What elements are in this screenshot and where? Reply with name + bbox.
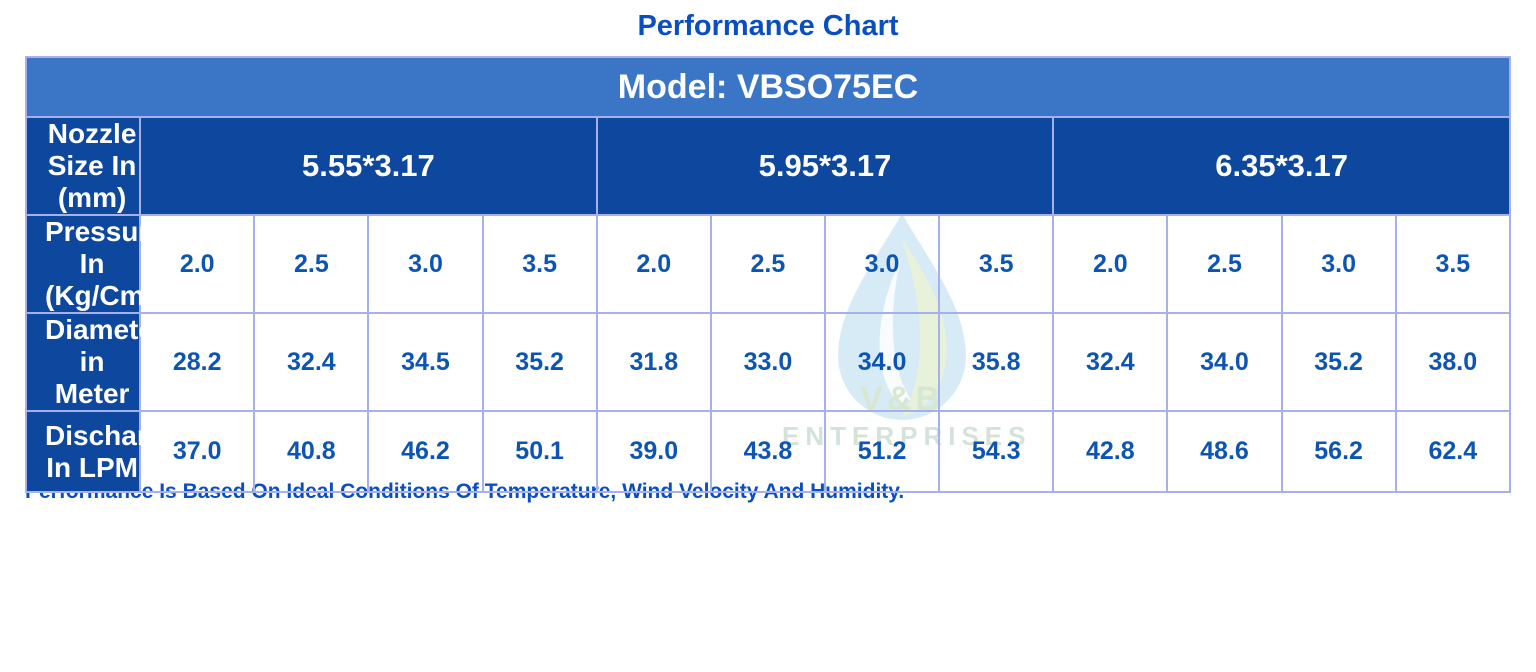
model-header-row: Model: VBSO75EC [25,56,1511,118]
page: Performance Chart V&B ENTERPRISES Model:… [0,10,1536,672]
diameter-cell: 34.0 [1166,312,1283,412]
pressure-cell: 3.0 [823,214,941,314]
discharge-cell: 51.2 [823,410,941,493]
pressure-cell: 3.0 [1280,214,1397,314]
diameter-cell: 32.4 [253,312,370,412]
row-label-diameter: Diameter in Meter [24,312,165,412]
pressure-cell: 2.5 [1166,214,1283,314]
diameter-cell: 32.4 [1052,312,1169,412]
pressure-cell: 3.5 [1394,214,1512,314]
discharge-cell: 46.2 [367,410,484,493]
row-label-discharge: Discharge In LPM [24,410,180,493]
model-header: Model: VBSO75EC [25,56,1511,118]
pressure-cell: 2.5 [253,214,370,314]
nozzle-size-cell: 5.95*3.17 [595,116,1055,216]
diameter-cell: 35.2 [1280,312,1397,412]
diameter-cell: 31.8 [595,312,712,412]
discharge-cell: 40.8 [253,410,370,493]
diameter-cell: 35.8 [938,312,1055,412]
nozzle-size-row: Nozzle Size In (mm) 5.55*3.17 5.95*3.17 … [24,116,1511,216]
discharge-cell: 43.8 [709,410,826,493]
page-title: Performance Chart [637,10,899,42]
diameter-cell: 34.0 [823,312,941,412]
pressure-cell: 2.0 [139,214,256,314]
nozzle-size-cell: 6.35*3.17 [1052,116,1511,216]
row-label-pressure: Pressure In (Kg/Cm²) [24,214,165,314]
discharge-cell: 48.6 [1166,410,1283,493]
discharge-cell: 42.8 [1052,410,1169,493]
diameter-cell: 28.2 [139,312,256,412]
discharge-cell: 37.0 [139,410,256,493]
diameter-cell: 38.0 [1394,312,1512,412]
performance-table: Model: VBSO75EC Nozzle Size In (mm) 5.55… [24,56,1512,493]
pressure-row: Pressure In (Kg/Cm²) 2.0 2.5 3.0 3.5 2.0… [24,214,1512,314]
nozzle-size-cell: 5.55*3.17 [139,116,598,216]
pressure-cell: 2.0 [1052,214,1169,314]
pressure-cell: 3.0 [367,214,484,314]
pressure-cell: 3.5 [938,214,1055,314]
discharge-row: Discharge In LPM 37.0 40.8 46.2 50.1 39.… [24,410,1512,493]
diameter-row: Diameter in Meter 28.2 32.4 34.5 35.2 31… [24,312,1512,412]
diameter-cell: 33.0 [709,312,826,412]
pressure-cell: 3.5 [481,214,598,314]
discharge-cell: 50.1 [481,410,598,493]
performance-table-sheet: V&B ENTERPRISES Model: VBSO75EC Nozzle S… [24,56,1512,493]
diameter-cell: 34.5 [367,312,484,412]
row-label-nozzle-size: Nozzle Size In (mm) [24,116,142,216]
discharge-cell: 39.0 [595,410,712,493]
discharge-cell: 56.2 [1280,410,1397,493]
discharge-cell: 54.3 [938,410,1055,493]
discharge-cell: 62.4 [1394,410,1512,493]
pressure-cell: 2.5 [709,214,826,314]
pressure-cell: 2.0 [595,214,712,314]
diameter-cell: 35.2 [481,312,598,412]
